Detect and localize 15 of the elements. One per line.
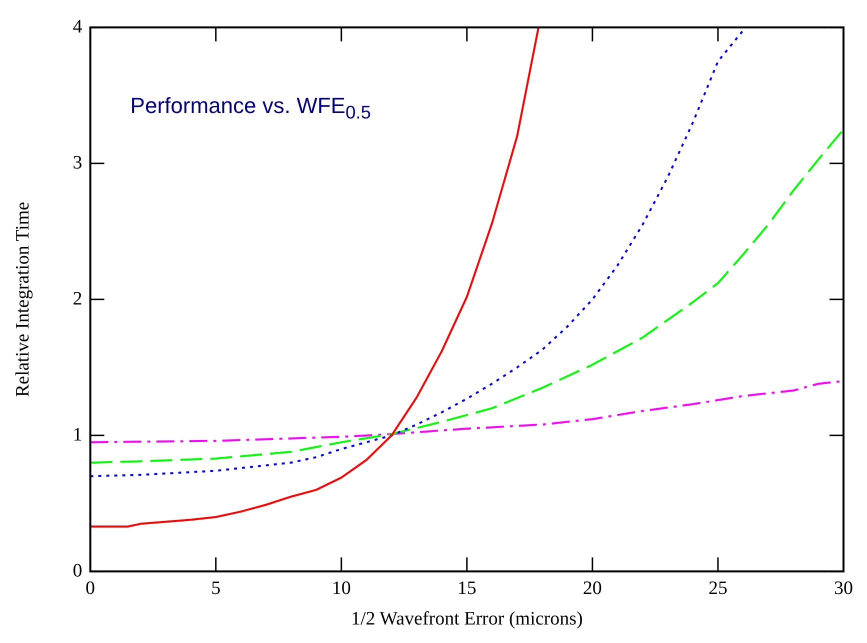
x-tick-label: 25 bbox=[708, 578, 728, 599]
y-tick-label: 3 bbox=[72, 152, 82, 174]
y-tick-label: 0 bbox=[72, 560, 82, 582]
x-tick-label: 0 bbox=[86, 578, 96, 599]
y-axis-title: Relative Integration Time bbox=[12, 202, 34, 398]
text: Performance vs. WFE$_{0.5}$ bbox=[130, 93, 371, 124]
y-tick-label: 1 bbox=[72, 424, 82, 446]
x-tick-label: 30 bbox=[834, 578, 853, 599]
x-tick-label: 20 bbox=[582, 578, 602, 599]
x-tick-label: 5 bbox=[211, 578, 221, 599]
x-tick-label: 15 bbox=[457, 578, 476, 599]
x-axis-title: 1/2 Wavefront Error (microns) bbox=[350, 608, 583, 630]
x-tick-label: 10 bbox=[332, 578, 351, 599]
y-tick-label: 4 bbox=[72, 16, 83, 38]
y-tick-label: 2 bbox=[72, 288, 82, 310]
